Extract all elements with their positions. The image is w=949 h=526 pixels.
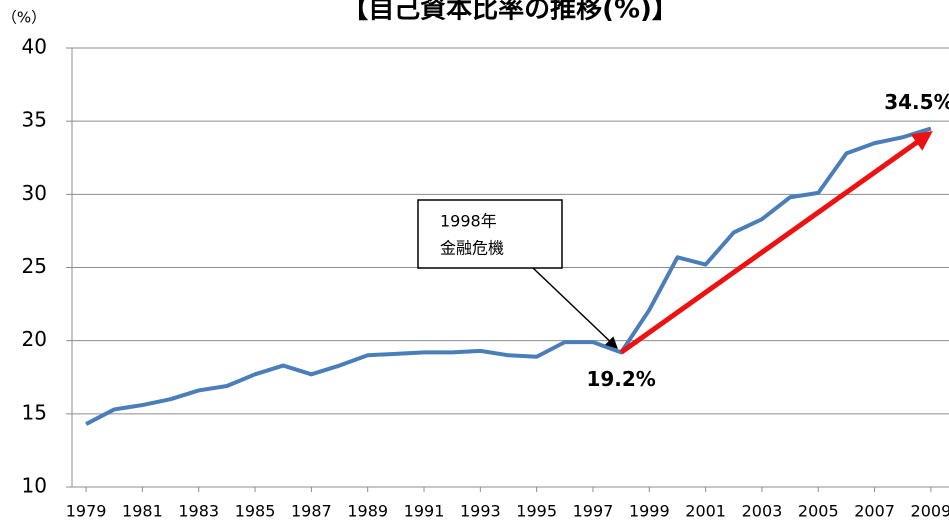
x-tick-label: 1995 (516, 502, 557, 521)
x-tick-label: 2005 (798, 502, 839, 521)
x-tick-label: 2009 (911, 502, 949, 521)
x-tick-label: 1989 (347, 502, 388, 521)
chart-title: 【自己資本比率の推移(%)】 (342, 0, 678, 25)
x-tick-label: 2001 (685, 502, 726, 521)
plot-area: 10 15 20 25 30 35 40 1979 1981 1983 1985 1987 1989 19… (22, 35, 949, 521)
callout-box (417, 199, 563, 269)
data-line (85, 126, 932, 426)
y-tick-label: 15 (22, 400, 47, 424)
callout-text: 1998年 (440, 212, 497, 231)
y-tick-label: 10 (22, 474, 47, 498)
trend-arrow (619, 131, 933, 355)
data-label: 19.2% (586, 367, 655, 391)
y-tick-label: 35 (22, 108, 47, 132)
x-tick-label: 2007 (854, 502, 895, 521)
x-tick-label: 1993 (460, 502, 501, 521)
y-unit: （%） (2, 9, 46, 27)
y-tick-label: 20 (22, 327, 47, 351)
callout-text: 金融危機 (440, 239, 504, 258)
y-tick-label: 40 (22, 35, 47, 59)
x-tick-label: 2003 (742, 502, 783, 521)
x-tick-label: 1987 (291, 502, 332, 521)
x-tick-label: 1999 (629, 502, 670, 521)
x-tick-label: 1985 (235, 502, 276, 521)
x-tick-label: 1997 (573, 502, 614, 521)
y-tick-label: 30 (22, 181, 47, 205)
y-tick-label: 25 (22, 254, 47, 278)
x-tick-label: 1991 (404, 502, 445, 521)
x-tick-label: 1981 (122, 502, 163, 521)
x-tick-label: 1983 (178, 502, 219, 521)
data-label: 34.5% (884, 90, 949, 114)
callout-arrow (532, 267, 618, 349)
x-tick-label: 1979 (66, 502, 107, 521)
